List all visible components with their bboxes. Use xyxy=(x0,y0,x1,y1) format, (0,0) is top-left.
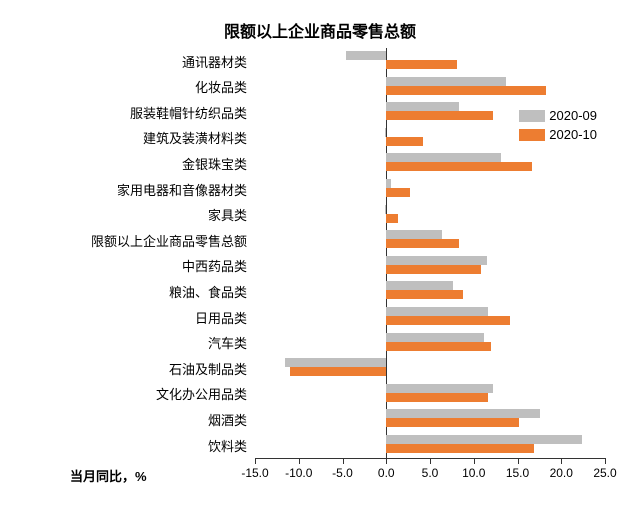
bar xyxy=(285,358,387,367)
x-tick xyxy=(255,458,256,464)
x-tick xyxy=(343,458,344,464)
legend-item: 2020-09 xyxy=(519,108,597,123)
category-label: 烟酒类 xyxy=(0,410,247,429)
chart-container: 限额以上企业商品零售总额 -15.0 -10.0 -5.0 0.0 5.0 10.0 15.… xyxy=(0,0,640,505)
legend: 2020-09 2020-10 xyxy=(519,108,597,142)
bar xyxy=(386,307,488,316)
x-tick xyxy=(474,458,475,464)
bar xyxy=(386,86,546,95)
legend-item: 2020-10 xyxy=(519,127,597,142)
bar xyxy=(386,409,540,418)
category-label: 文化办公用品类 xyxy=(0,384,247,403)
x-tick xyxy=(386,458,387,464)
bar xyxy=(386,102,459,111)
bar xyxy=(386,281,453,290)
x-tick-label: -15.0 xyxy=(241,466,268,480)
chart-title: 限额以上企业商品零售总额 xyxy=(0,18,640,42)
category-label: 粮油、食品类 xyxy=(0,282,247,301)
bar xyxy=(386,384,493,393)
legend-swatch xyxy=(519,129,545,141)
category-label: 化妆品类 xyxy=(0,77,247,96)
bar xyxy=(386,77,506,86)
bar xyxy=(385,128,387,137)
category-label: 限额以上企业商品零售总额 xyxy=(0,231,247,250)
category-label: 中西药品类 xyxy=(0,256,247,275)
x-tick xyxy=(561,458,562,464)
x-tick-label: 20.0 xyxy=(550,466,573,480)
bar xyxy=(386,265,481,274)
x-tick-label: 5.0 xyxy=(422,466,439,480)
category-label: 石油及制品类 xyxy=(0,359,247,378)
bar xyxy=(386,333,484,342)
bar xyxy=(386,179,390,188)
x-tick xyxy=(605,458,606,464)
bar xyxy=(386,60,457,69)
category-label: 饮料类 xyxy=(0,436,247,455)
x-tick xyxy=(299,458,300,464)
x-tick-label: -5.0 xyxy=(332,466,353,480)
bar xyxy=(386,239,459,248)
legend-swatch xyxy=(519,110,545,122)
bar xyxy=(386,444,534,453)
x-tick-label: 15.0 xyxy=(506,466,529,480)
bar xyxy=(386,256,487,265)
bar xyxy=(386,230,442,239)
category-label: 家具类 xyxy=(0,205,247,224)
legend-label: 2020-10 xyxy=(549,127,597,142)
bar xyxy=(386,214,397,223)
bar xyxy=(385,205,387,214)
bar xyxy=(386,418,519,427)
bar xyxy=(386,162,532,171)
bar xyxy=(386,111,493,120)
x-tick xyxy=(518,458,519,464)
bar xyxy=(386,153,501,162)
category-label: 服装鞋帽针纺织品类 xyxy=(0,103,247,122)
category-label: 建筑及装潢材料类 xyxy=(0,128,247,147)
legend-label: 2020-09 xyxy=(549,108,597,123)
category-label: 汽车类 xyxy=(0,333,247,352)
bar xyxy=(386,137,423,146)
bar xyxy=(386,393,488,402)
category-label: 金银珠宝类 xyxy=(0,154,247,173)
x-tick-label: -10.0 xyxy=(285,466,312,480)
category-label: 家用电器和音像器材类 xyxy=(0,180,247,199)
bar xyxy=(386,316,509,325)
x-tick-label: 10.0 xyxy=(462,466,485,480)
category-label: 日用品类 xyxy=(0,308,247,327)
bar xyxy=(386,188,410,197)
x-tick-label: 25.0 xyxy=(593,466,616,480)
x-axis-title: 当月同比，% xyxy=(70,466,147,485)
bar xyxy=(346,51,386,60)
bar xyxy=(386,435,582,444)
x-tick-label: 0.0 xyxy=(378,466,395,480)
bar xyxy=(386,290,463,299)
x-tick xyxy=(430,458,431,464)
bar xyxy=(386,342,491,351)
category-label: 通讯器材类 xyxy=(0,52,247,71)
bar xyxy=(290,367,386,376)
